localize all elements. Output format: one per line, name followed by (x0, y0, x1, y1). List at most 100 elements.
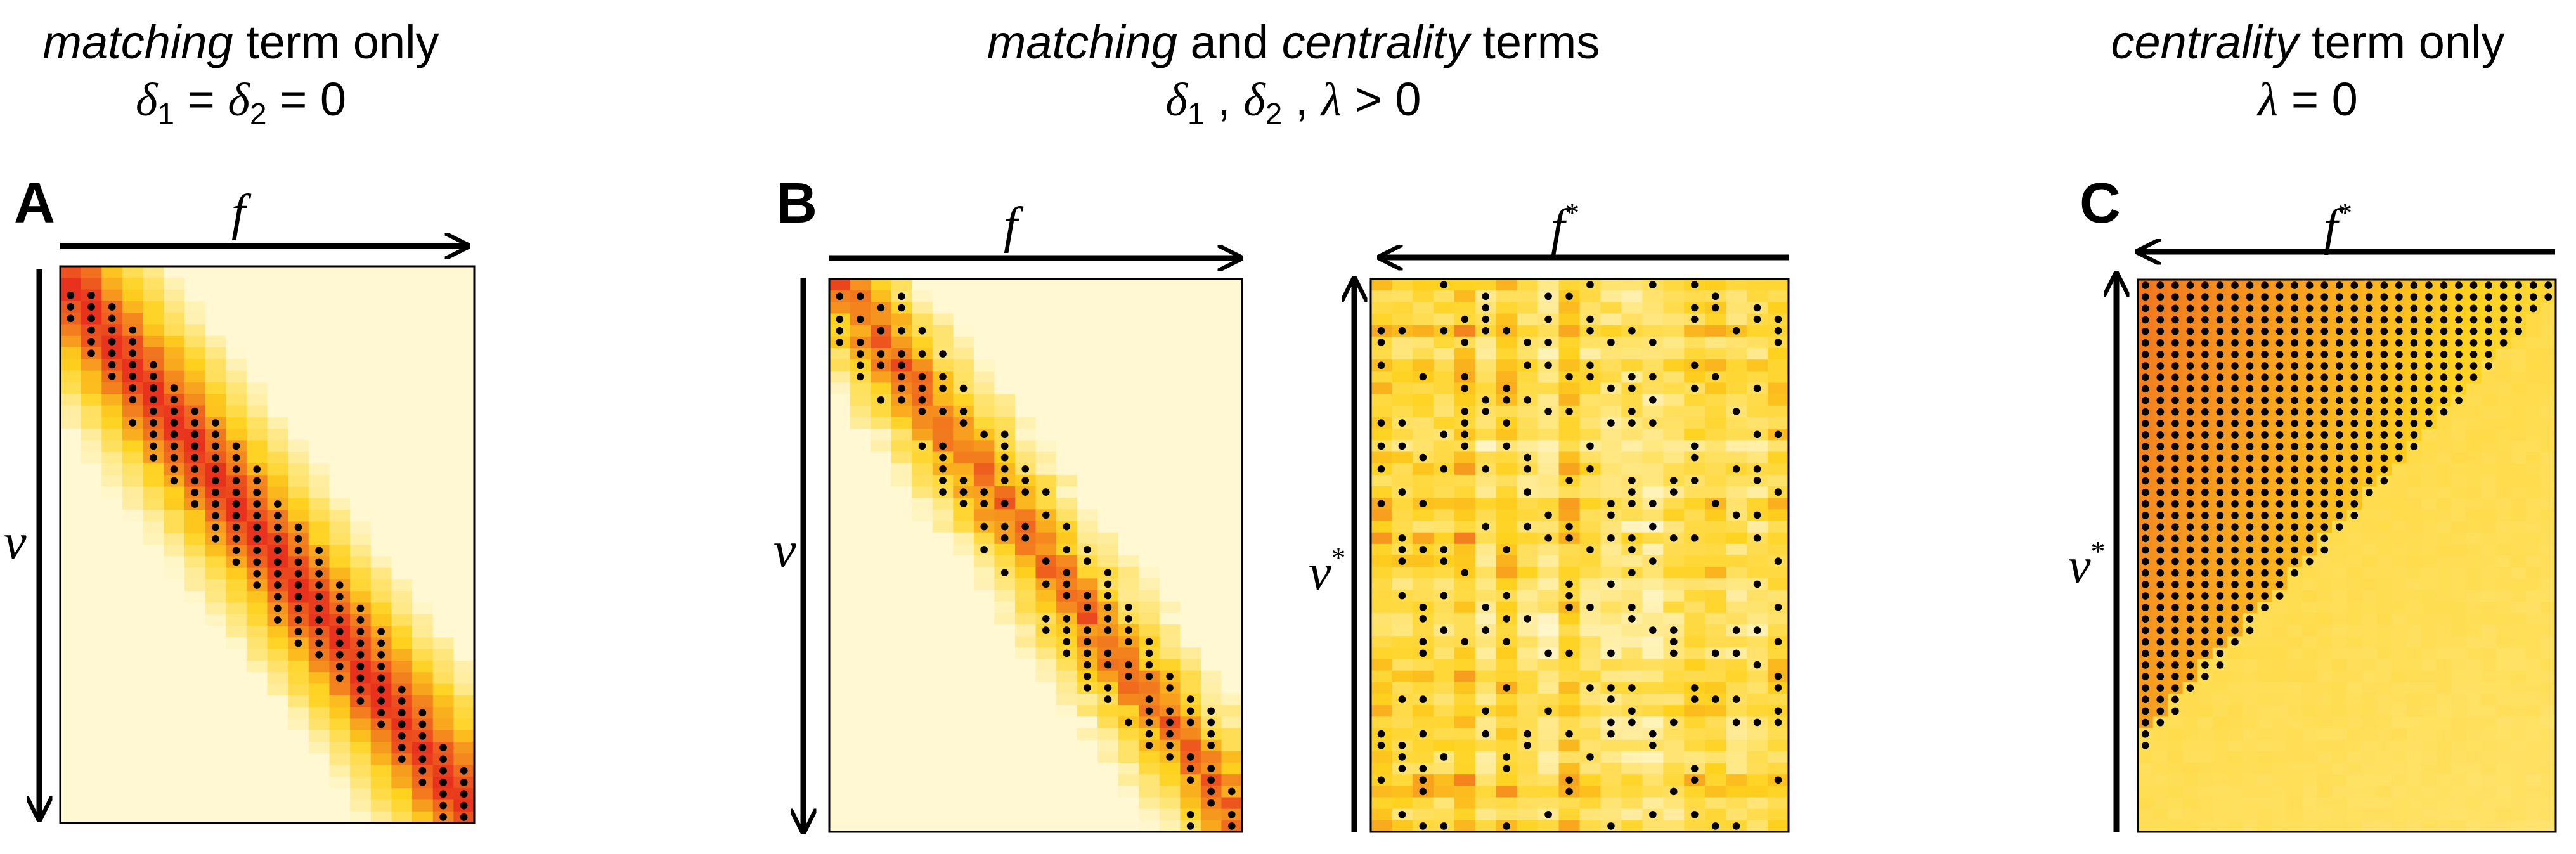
heat-cell (871, 763, 892, 775)
match-dot (129, 338, 137, 346)
heat-cell (2362, 739, 2378, 752)
heat-cell (1621, 636, 1643, 648)
match-dot (1503, 442, 1510, 450)
heat-cell (1663, 555, 1685, 567)
match-dot (1419, 500, 1427, 508)
match-dot (1042, 557, 1050, 565)
separator: , (1204, 73, 1244, 126)
heat-cell (1747, 820, 1768, 832)
heat-cell (891, 612, 912, 625)
heat-cell (1475, 498, 1497, 510)
heat-cell (973, 786, 995, 798)
heat-cell (288, 301, 309, 313)
heat-cell (2511, 394, 2527, 407)
heat-cell (829, 670, 851, 683)
match-dot (273, 569, 282, 578)
heat-cell (2376, 808, 2392, 821)
heat-cell (101, 498, 123, 510)
heat-cell (184, 788, 206, 801)
heat-cell (850, 647, 871, 660)
heat-cell (871, 705, 892, 717)
heat-cell (81, 359, 102, 372)
match-dot (232, 442, 240, 450)
heat-cell (1180, 797, 1201, 810)
heat-cell (1475, 590, 1497, 602)
heat-cell (1496, 532, 1518, 545)
match-dot (918, 327, 926, 335)
match-dot (212, 500, 219, 508)
heat-cell (308, 510, 330, 522)
heat-cell (829, 532, 851, 545)
heat-cell (1412, 808, 1434, 821)
heat-cell (370, 463, 392, 476)
heat-cell (1097, 716, 1119, 729)
match-dot (2410, 327, 2418, 335)
heat-cell (370, 486, 392, 499)
heat-cell (1035, 659, 1057, 671)
heat-cell (412, 579, 434, 592)
heat-cell (1097, 705, 1119, 717)
match-dot (1774, 327, 1782, 335)
heat-cell (1035, 647, 1057, 660)
heat-cell (2495, 533, 2511, 545)
match-dot (1227, 822, 1236, 830)
match-dot (1419, 649, 1427, 657)
match-dot (1586, 603, 1594, 611)
heat-cell (2331, 797, 2348, 810)
heat-cell (2287, 716, 2303, 729)
heat-cell (850, 820, 871, 832)
heat-cell (1517, 786, 1539, 798)
heat-cell (246, 440, 268, 453)
match-dot (1628, 718, 1636, 727)
heat-cell (2495, 429, 2511, 441)
match-dot (2305, 304, 2314, 313)
heat-cell (329, 451, 351, 464)
heat-cell (1496, 405, 1518, 418)
match-dot (1607, 384, 1615, 392)
match-dot (1063, 522, 1071, 531)
heat-cell (1412, 405, 1434, 418)
heat-cell (1663, 567, 1685, 579)
match-dot (1104, 661, 1112, 669)
heat-cell (2511, 372, 2527, 384)
heat-cell (1537, 543, 1560, 556)
heat-cell (2182, 808, 2198, 821)
heat-cell (1139, 682, 1160, 694)
heat-cell (1579, 739, 1602, 752)
match-dot (1145, 741, 1153, 749)
heat-cell (1077, 325, 1098, 337)
heat-cell (2481, 808, 2497, 821)
heat-cell (122, 463, 144, 476)
heat-cell (829, 820, 851, 832)
heat-cell (2168, 808, 2184, 821)
heat-cell (1496, 279, 1518, 291)
heat-cell (2511, 751, 2527, 763)
match-dot (1125, 661, 1132, 669)
heat-cell (164, 626, 185, 638)
heat-cell (2376, 602, 2392, 614)
heat-cell (226, 289, 247, 302)
heat-cell (912, 716, 933, 729)
heat-cell (1454, 786, 1476, 798)
heat-cell (1077, 429, 1098, 441)
match-dot (191, 407, 199, 415)
match-dot (1207, 799, 1215, 807)
heat-cell (1200, 636, 1222, 648)
heat-cell (453, 475, 475, 488)
heat-cell (1600, 313, 1622, 326)
heat-cell (1747, 543, 1768, 556)
heat-cell (1579, 763, 1602, 775)
heat-cell (829, 371, 851, 384)
heat-cell (288, 498, 309, 510)
heat-cell (2466, 705, 2482, 718)
heat-cell (1496, 797, 1518, 810)
heat-cell (1600, 359, 1622, 372)
heat-cell (994, 728, 1016, 741)
match-dot (2186, 327, 2194, 335)
heat-cell (2525, 797, 2542, 810)
heat-cell (1579, 636, 1602, 648)
heat-cell (1056, 532, 1078, 545)
match-dot (2320, 339, 2329, 347)
heat-cell (1705, 394, 1726, 406)
heat-cell (2272, 820, 2288, 832)
